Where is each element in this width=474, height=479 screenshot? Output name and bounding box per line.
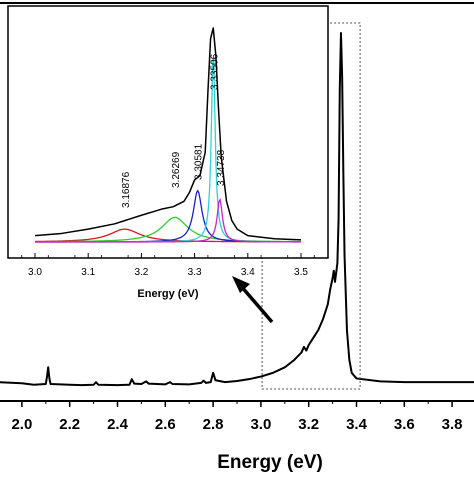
peak-annotation: 3.26269 <box>171 151 182 188</box>
main-x-tick-label: 3.2 <box>298 416 319 433</box>
inset-frame <box>7 5 329 259</box>
main-x-tick-label: 3.8 <box>442 416 463 433</box>
inset-x-tick-label: 3.1 <box>81 267 95 278</box>
main-x-tick-label: 2.8 <box>203 416 224 433</box>
inset-x-tick-label: 3.2 <box>134 267 148 278</box>
main-spectrum-line <box>0 32 474 387</box>
inset-fit-peak-5 <box>35 197 301 243</box>
main-x-tick-label: 3.4 <box>346 416 368 433</box>
main-x-axis-label: Energy (eV) <box>217 452 323 473</box>
peak-annotation: 3.16876 <box>121 171 132 208</box>
peak-annotation: 3.33506 <box>209 53 220 90</box>
main-x-tick-label: 3.0 <box>250 416 271 433</box>
peak-annotation: 3.30581 <box>194 143 205 180</box>
inset-x-tick-label: 3.5 <box>294 267 308 278</box>
inset-x-axis-label: Energy (eV) <box>137 288 198 300</box>
main-x-tick-label: 3.6 <box>394 416 415 433</box>
zoom-arrow-shaft <box>239 284 274 324</box>
inset-x-tick-label: 3.0 <box>28 267 42 278</box>
main-x-tick-label: 2.4 <box>107 416 129 433</box>
main-x-tick-label: 2.0 <box>11 416 32 433</box>
zoom-arrow-head <box>232 276 250 293</box>
peak-annotation: 3.34738 <box>216 149 227 186</box>
main-x-tick-label: 2.6 <box>155 416 176 433</box>
inset-x-tick-label: 3.4 <box>241 267 255 278</box>
inset-spectrum-line <box>34 27 302 241</box>
main-x-tick-label: 2.2 <box>59 416 80 433</box>
inset-x-tick-label: 3.3 <box>188 267 202 278</box>
